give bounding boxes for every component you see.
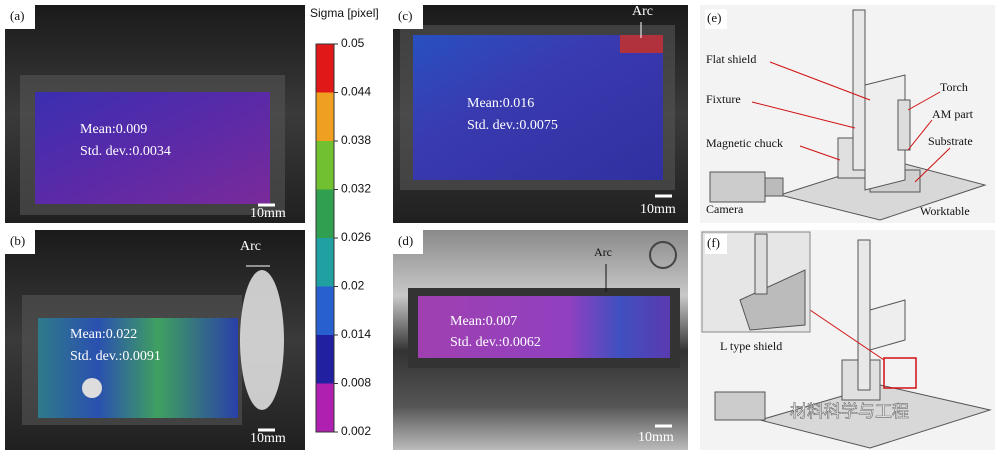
panel-b: (b) Arc Mean:0.022 Std. dev.:0.0091 10mm [5, 230, 305, 450]
panel-c: (c) Arc Mean:0.016 Std. dev.:0.0075 10mm [393, 4, 688, 223]
part-label: Flat shield [706, 52, 756, 66]
panel-a: (a) Mean:0.009 Std. dev.:0.0034 10mm [5, 5, 305, 223]
panel-label: (c) [398, 8, 412, 23]
colorbar-tick-label: 0.032 [341, 182, 371, 196]
std: Std. dev.:0.0075 [467, 118, 558, 133]
mean: Mean:0.022 [70, 327, 137, 342]
panel-label: (d) [398, 233, 413, 248]
panel-label: (a) [10, 8, 24, 23]
watermark: 材料科学与工程 [790, 402, 909, 422]
colorbar-tick-label: 0.038 [341, 133, 371, 147]
part-label: Fixture [706, 92, 741, 106]
colorbar: Sigma [pixel] 0.05 0.044 0.038 0.032 0.026 0.… [310, 6, 379, 438]
heatmap [413, 35, 663, 180]
panel-e: (e) Flat shield Torch Fixture AM part Ma… [700, 5, 995, 223]
label-box [705, 9, 727, 29]
part-label: Magnetic chuck [706, 136, 783, 150]
highlight-box [883, 357, 917, 389]
panel-label: (e) [707, 10, 721, 25]
leader [809, 309, 885, 361]
torch-column [852, 9, 866, 171]
heatmap [418, 296, 670, 358]
leader [907, 119, 933, 151]
torch [897, 99, 911, 151]
heatmap [38, 318, 238, 418]
scale-label: 10mm [640, 202, 676, 217]
scale-label: 10mm [250, 206, 286, 221]
colorbar-tick-label: 0.026 [341, 230, 371, 244]
camera [709, 171, 766, 203]
std: Std. dev.:0.0091 [70, 349, 161, 364]
leader [907, 91, 941, 111]
leader [799, 145, 841, 161]
arc-label: Arc [632, 4, 653, 19]
colorbar-tick-label: 0.002 [341, 424, 371, 438]
std: Std. dev.:0.0034 [80, 144, 171, 159]
part-label: AM part [932, 107, 974, 121]
leader [914, 147, 951, 183]
colorbar-tick-label: 0.02 [341, 279, 365, 293]
leader [751, 101, 856, 129]
torch-column [857, 239, 871, 391]
part-label: Worktable [920, 204, 970, 218]
heatmap [35, 92, 270, 204]
camera [714, 391, 766, 421]
bolt [649, 241, 677, 269]
arc-label: Arc [240, 239, 261, 254]
panel-d: (d) Arc Mean:0.007 Std. dev.:0.0062 10mm [393, 230, 688, 450]
arc-glow [240, 270, 284, 410]
label-box [5, 5, 35, 29]
inset-label: L type shield [720, 339, 782, 353]
flat-shield [864, 74, 906, 191]
panel-label: (f) [707, 235, 720, 250]
label-box [705, 234, 727, 254]
mean: Mean:0.007 [450, 314, 517, 329]
inset-column [754, 233, 768, 295]
label-box [393, 5, 423, 29]
arc-label: Arc [594, 245, 612, 259]
scale-label: 10mm [250, 431, 286, 446]
mean: Mean:0.016 [467, 96, 534, 111]
worktable [758, 384, 992, 449]
colorbar-tick-label: 0.014 [341, 327, 371, 341]
part-label: Camera [706, 202, 744, 216]
leader [769, 61, 871, 101]
l-shield [739, 269, 806, 331]
fixture [869, 299, 906, 351]
part-label: Torch [940, 80, 968, 94]
colorbar-tick-label: 0.008 [341, 376, 371, 390]
panel-f: (f) L type shield 材料科学与工程 [700, 230, 995, 450]
colorbar-tick-label: 0.044 [341, 85, 371, 99]
part-label: Substrate [928, 134, 973, 148]
panel-label: (b) [10, 233, 25, 248]
camera-lens [764, 177, 784, 197]
colorbar-title: Sigma [pixel] [310, 6, 379, 20]
label-box [5, 230, 35, 254]
colorbar-tick-label: 0.05 [341, 36, 365, 50]
colorbar-scale [315, 43, 335, 433]
spot [82, 378, 102, 398]
mean: Mean:0.009 [80, 122, 147, 137]
hot-spot [620, 35, 663, 53]
scale-label: 10mm [638, 430, 674, 445]
label-box [393, 230, 423, 254]
std: Std. dev.:0.0062 [450, 335, 541, 350]
